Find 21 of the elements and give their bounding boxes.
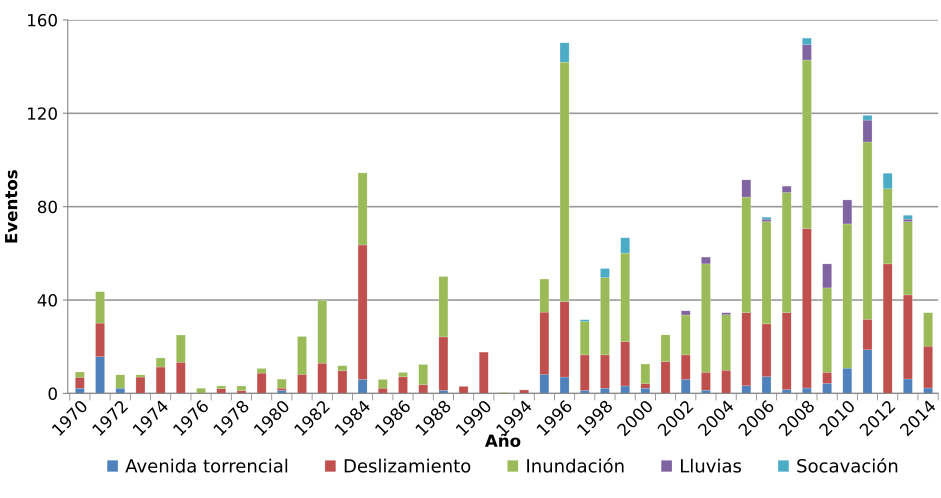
y-tick-label: 160 <box>28 14 57 26</box>
bar <box>903 215 913 220</box>
y-tick-label: 120 <box>28 107 57 120</box>
x-axis-title: Año <box>484 434 520 448</box>
y-tick-label: 0 <box>48 387 57 400</box>
bar <box>236 386 246 391</box>
legend-label: Avenida torrencial <box>125 458 288 473</box>
bar <box>277 379 286 388</box>
legend-label: Socavación <box>797 458 898 473</box>
bar <box>216 386 226 389</box>
bar <box>479 352 488 394</box>
bar <box>136 376 146 394</box>
y-tick-label: 40 <box>38 294 57 307</box>
bar <box>520 390 529 394</box>
bar <box>196 388 206 394</box>
y-axis-title: Eventos <box>5 170 18 243</box>
legend-label: Lluvias <box>681 458 742 473</box>
legend-label: Deslizamiento <box>344 458 470 473</box>
y-tick-label: 80 <box>38 200 57 214</box>
bar <box>458 386 468 394</box>
legend-label: Inundación <box>527 458 624 473</box>
